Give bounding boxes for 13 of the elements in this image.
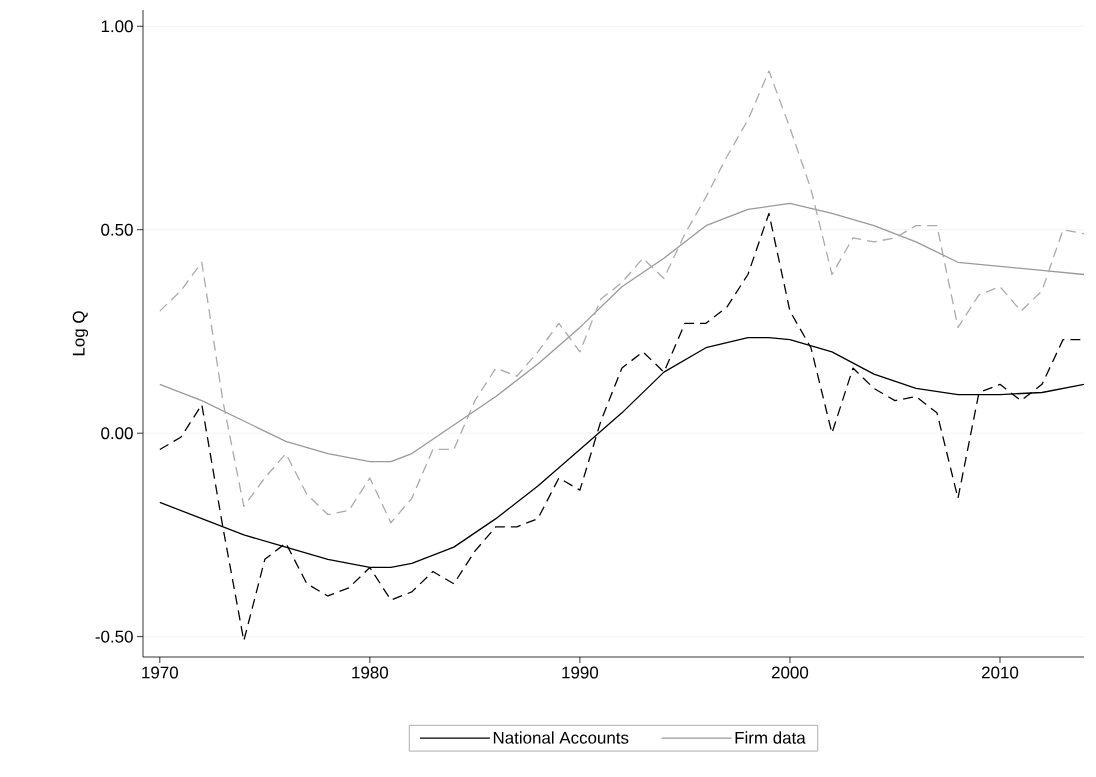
y-tick-label: 0.00: [101, 427, 133, 440]
y-tick-label: 1.00: [101, 20, 133, 33]
line-series: [159, 70, 1085, 524]
y-axis-title: Log Q: [72, 311, 89, 356]
legend-label: National Accounts: [493, 731, 629, 744]
legend-label: Firm data: [735, 731, 806, 744]
y-tick-label: 0.50: [101, 223, 133, 236]
y-tick-label: -0.50: [95, 630, 133, 643]
x-tick-label: 1970: [142, 666, 178, 679]
x-tick-label: 2000: [771, 666, 809, 679]
x-tick-label: 1990: [562, 666, 599, 679]
x-tick-label: 2010: [982, 666, 1019, 679]
x-tick-label: 1980: [352, 666, 389, 679]
